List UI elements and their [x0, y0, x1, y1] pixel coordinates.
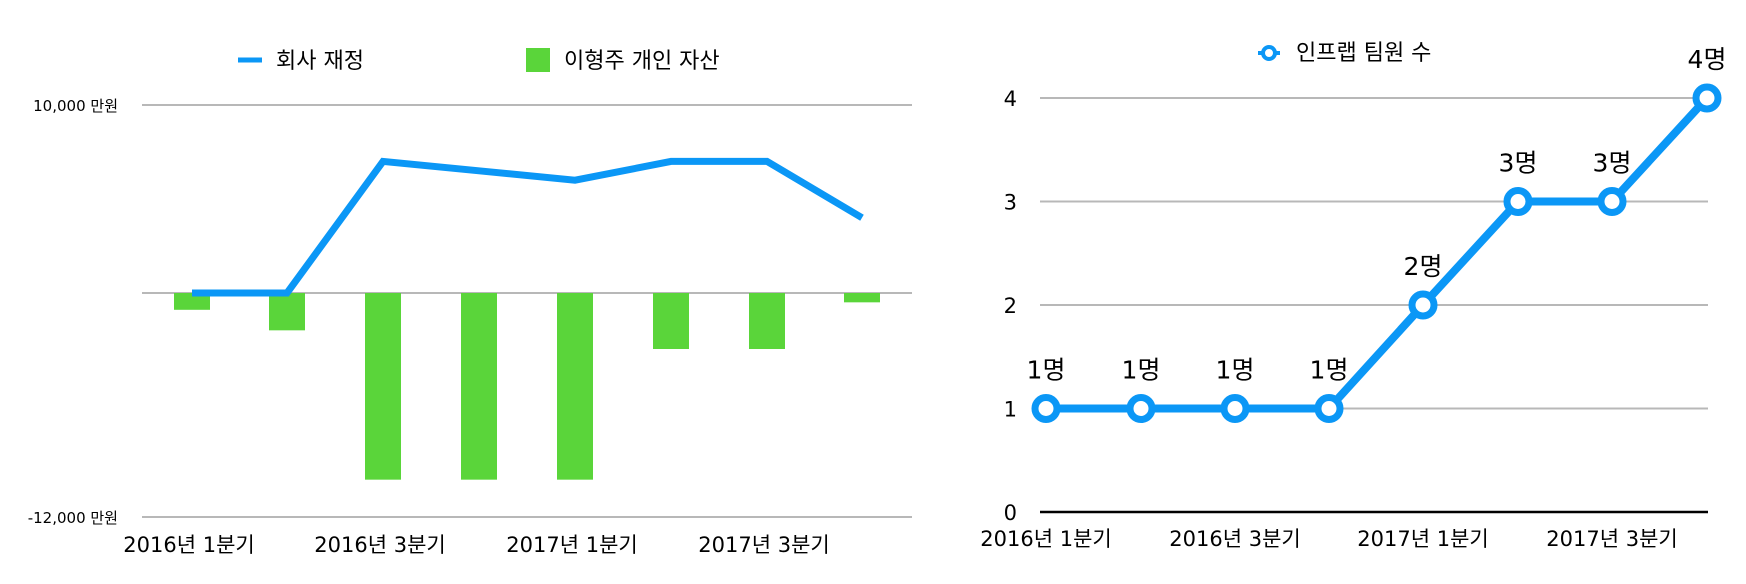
legend-label-personal: 이형주 개인 자산: [564, 49, 720, 74]
data-label-team-3: 1명: [1310, 356, 1349, 385]
x-tick-right-0: 2016년 1분기: [980, 527, 1111, 551]
point-team-7: [1692, 83, 1722, 113]
y-tick-right-3: 3: [1004, 191, 1017, 215]
legend-label-team: 인프랩 팀원 수: [1296, 41, 1431, 66]
y-tick-top: 10,000 만원: [33, 97, 118, 115]
x-tick-left-2: 2017년 1분기: [506, 533, 637, 557]
bar-personal-3: [461, 293, 497, 480]
y-tick-right-2: 2: [1004, 294, 1017, 318]
point-team-1: [1126, 394, 1156, 423]
point-team-5: [1503, 187, 1533, 216]
line-company: [192, 157, 864, 297]
data-label-team-1: 1명: [1122, 356, 1161, 385]
y-tick-right-1: 1: [1004, 398, 1017, 422]
x-tick-left-1: 2016년 3분기: [314, 533, 445, 557]
legend-bar-swatch-personal: [526, 48, 550, 72]
data-label-team-2: 1명: [1216, 356, 1255, 385]
point-team-3: [1314, 394, 1344, 423]
data-label-team-5: 3명: [1499, 149, 1538, 178]
bar-personal-6: [749, 293, 785, 349]
point-team-6: [1597, 187, 1627, 216]
y-tick-bottom: -12,000 만원: [28, 509, 118, 527]
legend-marker-team: [1261, 45, 1277, 61]
point-team-2: [1220, 394, 1250, 423]
point-team-4: [1408, 290, 1438, 320]
y-tick-right-4: 4: [1004, 87, 1017, 111]
bar-personal-2: [365, 293, 401, 480]
y-tick-right-0: 0: [1004, 501, 1017, 525]
bar-personal-1: [269, 293, 305, 331]
bar-personal-7: [844, 293, 880, 303]
x-tick-right-2: 2017년 1분기: [1357, 527, 1488, 551]
right-chart: 인프랩 팀원 수 0 1 2 3 4 1명 1명 1명 1명 2명 3명 3명 4명 2016년 1분…: [980, 41, 1726, 551]
data-label-team-0: 1명: [1027, 356, 1066, 385]
x-tick-left-3: 2017년 3분기: [698, 533, 829, 557]
data-label-team-6: 3명: [1593, 149, 1632, 178]
data-label-team-4: 2명: [1404, 252, 1443, 281]
data-label-team-7: 4명: [1688, 45, 1727, 74]
line-team: [1046, 95, 1710, 413]
left-chart: 회사 재정 이형주 개인 자산 10,000 만원 -12,000 만원 201…: [28, 48, 912, 557]
x-tick-left-0: 2016년 1분기: [123, 533, 254, 557]
bar-personal-4: [557, 293, 593, 480]
x-tick-right-3: 2017년 3분기: [1546, 527, 1677, 551]
legend-label-company: 회사 재정: [276, 49, 364, 74]
bar-personal-5: [653, 293, 689, 349]
bar-personal-0: [174, 293, 210, 310]
x-tick-right-1: 2016년 3분기: [1169, 527, 1300, 551]
point-team-0: [1031, 394, 1061, 423]
